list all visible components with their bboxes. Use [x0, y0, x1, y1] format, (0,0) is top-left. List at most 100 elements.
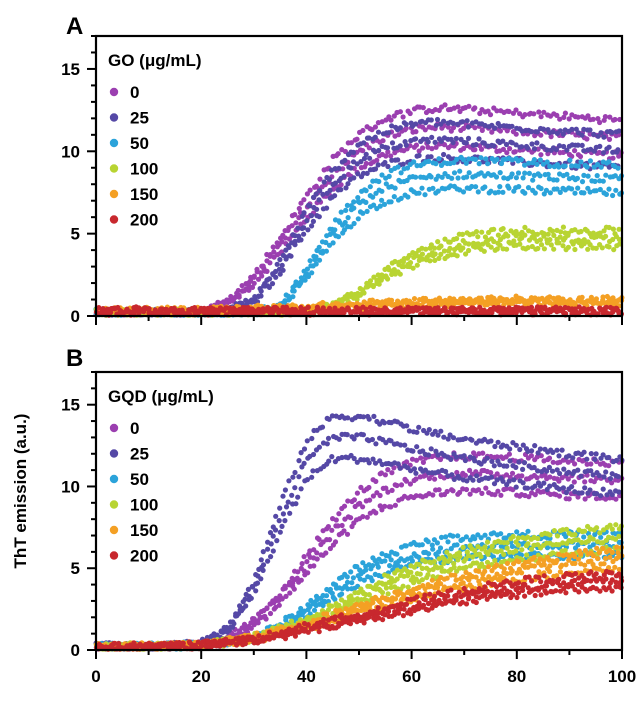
- data-point: [427, 258, 433, 264]
- data-point: [536, 109, 542, 115]
- data-point: [492, 125, 498, 131]
- data-point: [560, 296, 566, 302]
- data-point: [274, 538, 280, 544]
- data-point: [597, 143, 603, 149]
- data-point: [426, 551, 432, 557]
- data-point: [396, 132, 402, 138]
- data-point: [386, 173, 392, 179]
- data-point: [260, 306, 266, 312]
- data-point: [367, 155, 373, 161]
- legend-label: 0: [130, 83, 139, 102]
- data-point: [529, 243, 535, 250]
- data-point: [351, 220, 357, 227]
- data-point: [391, 194, 397, 200]
- data-point: [376, 556, 382, 562]
- data-point: [506, 451, 512, 457]
- data-point: [588, 294, 595, 300]
- data-point: [462, 435, 469, 442]
- data-point: [553, 304, 559, 310]
- data-point: [484, 455, 490, 461]
- data-point: [459, 119, 466, 125]
- data-point: [392, 302, 398, 308]
- data-point: [463, 160, 469, 166]
- data-point: [441, 248, 447, 254]
- data-point: [463, 140, 469, 146]
- data-point: [230, 619, 236, 625]
- data-point: [498, 160, 505, 167]
- data-point: [579, 132, 585, 138]
- data-point: [267, 610, 274, 617]
- data-point: [316, 308, 322, 314]
- data-point: [531, 172, 537, 178]
- data-point: [336, 165, 342, 171]
- data-point: [389, 470, 395, 476]
- data-point: [609, 129, 615, 136]
- data-point: [332, 180, 338, 186]
- data-point: [596, 472, 602, 479]
- data-point: [372, 134, 378, 140]
- data-point: [360, 210, 366, 216]
- data-point: [367, 497, 373, 503]
- data-point: [601, 134, 607, 140]
- data-point: [584, 456, 590, 462]
- data-point: [292, 469, 298, 476]
- data-point: [158, 306, 164, 312]
- data-point: [541, 231, 547, 237]
- data-point: [426, 427, 432, 433]
- data-point: [462, 472, 468, 478]
- data-point: [491, 238, 497, 245]
- data-point: [556, 164, 562, 170]
- data-point: [482, 299, 488, 305]
- data-point: [354, 136, 360, 142]
- data-point: [382, 159, 388, 166]
- data-point: [600, 178, 606, 184]
- data-point: [601, 228, 607, 234]
- data-point: [400, 309, 407, 315]
- data-point: [487, 112, 494, 118]
- data-point: [534, 129, 540, 135]
- data-point: [385, 467, 391, 473]
- data-point: [598, 534, 604, 540]
- data-point: [514, 529, 520, 535]
- data-point: [277, 529, 283, 535]
- data-point: [522, 190, 528, 196]
- data-point: [525, 528, 531, 534]
- data-point: [497, 123, 503, 129]
- data-point: [616, 489, 622, 495]
- data-point: [407, 260, 414, 266]
- data-point: [305, 304, 311, 310]
- data-point: [423, 246, 429, 252]
- data-point: [462, 457, 468, 464]
- data-point: [572, 461, 578, 467]
- data-point: [276, 602, 282, 608]
- data-point: [236, 292, 242, 298]
- data-point: [403, 121, 409, 127]
- data-point: [398, 195, 404, 201]
- data-point: [295, 569, 301, 575]
- data-point: [447, 295, 453, 301]
- data-point: [500, 138, 506, 144]
- data-point: [534, 161, 540, 167]
- data-point: [589, 306, 595, 312]
- data-point: [366, 484, 372, 491]
- data-point: [480, 450, 486, 456]
- data-point: [537, 446, 544, 452]
- data-point: [557, 128, 563, 134]
- data-point: [309, 474, 315, 480]
- data-point: [475, 189, 481, 195]
- data-point: [237, 603, 243, 609]
- data-point: [345, 215, 351, 221]
- data-point: [585, 239, 591, 245]
- data-point: [394, 482, 400, 489]
- data-point: [327, 586, 333, 593]
- data-point: [530, 177, 536, 183]
- data-point: [488, 474, 494, 480]
- data-point: [266, 284, 272, 290]
- data-point: [323, 550, 329, 556]
- data-point: [370, 282, 376, 289]
- data-point: [450, 139, 456, 146]
- data-point: [277, 593, 283, 599]
- data-point: [475, 241, 481, 247]
